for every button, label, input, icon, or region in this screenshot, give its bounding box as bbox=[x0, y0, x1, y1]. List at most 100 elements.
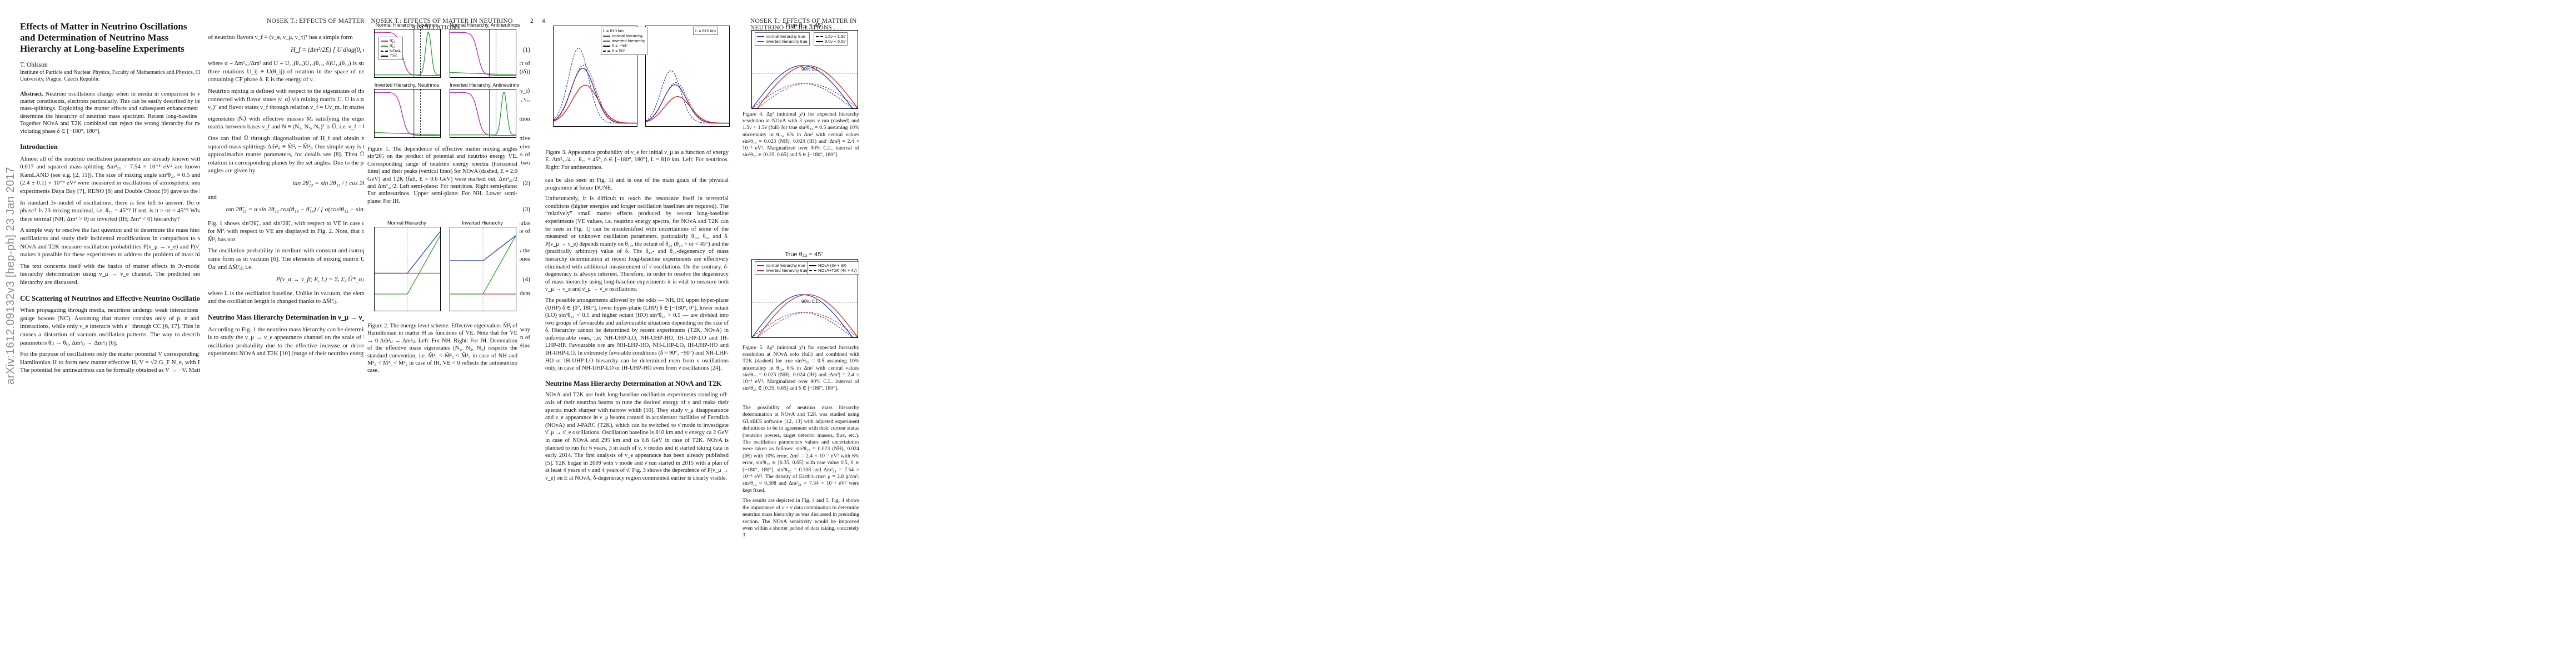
abstract-label: Abstract. bbox=[20, 91, 43, 97]
fig3-panel-anu bbox=[645, 26, 730, 127]
legend-entry: 3.0ν + 0.0ν̄ bbox=[816, 39, 845, 44]
affiliation: Institute of Particle and Nuclear Physic… bbox=[20, 69, 213, 82]
legend-entry: T2K bbox=[381, 53, 401, 58]
abstract: Abstract. Neutrino oscillations change w… bbox=[20, 91, 336, 135]
nh-dm90-curve bbox=[554, 47, 637, 124]
figure-5-caption: Figure 5. Δχ² (minimal χ²) for expected … bbox=[743, 345, 859, 392]
theta12-curve bbox=[450, 32, 516, 76]
figure-1: Normal Hierarchy, Neutrinos Normal Hiera… bbox=[366, 22, 520, 145]
nh-chi2-curve bbox=[752, 65, 858, 108]
fig1-title-nh-nu: Normal Hierarchy, Neutrinos bbox=[375, 22, 439, 28]
legend-entry: δ = 90° bbox=[603, 48, 645, 53]
text-paragraph: can be also seen in Fig. 1) and is one o… bbox=[545, 177, 729, 191]
equation-number: (1) bbox=[522, 46, 530, 53]
legend-entry: 1.5ν + 1.5ν̄ bbox=[816, 34, 845, 39]
ih-chi2-dashed bbox=[752, 83, 858, 108]
text-paragraph: and bbox=[208, 193, 217, 201]
theta13-curve bbox=[375, 132, 440, 136]
running-header-text: NOSEK T.: EFFECTS OF MATTER IN NEUTRINO … bbox=[750, 18, 857, 31]
figure-5: True θ₂₃ = 45° normal hierarchy true inv… bbox=[746, 251, 860, 340]
fig2-plot-2 bbox=[450, 227, 516, 311]
theta13-curve bbox=[375, 31, 440, 76]
fig1-panel-ih-anu bbox=[450, 89, 516, 138]
equation-number: (4) bbox=[522, 276, 530, 283]
figure-4: True θ₂₃ = 45° normal hierarchy true inv… bbox=[746, 22, 860, 111]
fig1-plot-3 bbox=[375, 89, 440, 137]
theta12-curve bbox=[375, 32, 440, 76]
fig5-cl-label: 90% C.L. bbox=[801, 299, 820, 304]
arxiv-stamp-text: arXiv:1612.09132v3 [hep-ph] 23 Jan 2017 bbox=[4, 167, 17, 385]
page-number: 4 bbox=[542, 18, 545, 24]
legend-entry: normal hierarchy true bbox=[757, 263, 808, 268]
fig2-title-ih: Inverted Hierarchy bbox=[462, 220, 503, 226]
legend-entry: inverted hierarchy true bbox=[757, 268, 808, 273]
ih-curve bbox=[646, 96, 729, 124]
fig1-title-nh-anu: Normal Hierarchy, Antineutrinos bbox=[450, 22, 520, 28]
legend-entry: θ̃₁₃ bbox=[381, 43, 401, 48]
page-3: NOSEK T.: EFFECTS OF MATTER IN NEUTRINO … bbox=[364, 0, 520, 667]
fig4-cl-label: 90% C.L. bbox=[801, 67, 820, 72]
fig1-legend: θ̃₁₂ θ̃₁₃ NOvA T2K bbox=[378, 37, 403, 60]
fig2-panel-nh bbox=[374, 227, 441, 311]
fig4-title: True θ₂₃ = 45° bbox=[785, 22, 824, 29]
legend-entry: normal hierarchy true bbox=[757, 34, 808, 39]
ih-chi2-dashed bbox=[752, 312, 858, 337]
fig3-plot-1 bbox=[554, 47, 637, 124]
fig4-legend: normal hierarchy true inverted hierarchy… bbox=[755, 32, 810, 46]
legend-entry: NOvA (3ν + 3ν̄) bbox=[809, 263, 857, 268]
legend-entry: normal hierarchy bbox=[603, 33, 645, 38]
fig5-plot bbox=[752, 294, 858, 337]
running-header: NOSEK T.: EFFECTS OF MATTER IN NEUTRINO … bbox=[750, 18, 861, 31]
fig2-panel-ih bbox=[450, 227, 516, 311]
fig4-legend-2: 1.5ν + 1.5ν̄ 3.0ν + 0.0ν̄ bbox=[814, 32, 848, 46]
fig3-plot-2 bbox=[646, 70, 729, 124]
section-heading: Neutrino Mass Hierarchy Determination at… bbox=[545, 379, 722, 387]
fig5-legend-2: NOvA (3ν + 3ν̄) NOvA+T2K (4ν + 4ν̄) bbox=[807, 261, 859, 275]
legend-entry: NOvA+T2K (4ν + 4ν̄) bbox=[809, 268, 857, 273]
theta13-curve bbox=[450, 72, 516, 76]
legend-entry: L = 810 km bbox=[695, 28, 716, 33]
fig1-plot-4 bbox=[450, 89, 516, 137]
legend-entry: NOvA bbox=[381, 48, 401, 53]
theta12-curve bbox=[450, 92, 516, 136]
fig4-plot bbox=[752, 65, 858, 108]
fig3-legend-2: L = 810 km bbox=[693, 27, 719, 35]
fig3-legend-1: L = 810 km normal hierarchy inverted hie… bbox=[601, 27, 647, 55]
equation-number: (2) bbox=[522, 180, 530, 187]
ih-dp90-curve bbox=[646, 82, 729, 124]
figure-3: L = 810 km normal hierarchy inverted hie… bbox=[547, 22, 731, 145]
paper-title: Effects of Matter in Neutrino Oscillatio… bbox=[20, 21, 187, 54]
fig1-panel-nh-anu bbox=[450, 29, 516, 78]
legend-entry: L = 810 km bbox=[603, 28, 624, 33]
fig3-panel-nu bbox=[553, 26, 637, 127]
theta13-curve bbox=[450, 91, 516, 136]
fig5-legend: normal hierarchy true inverted hierarchy… bbox=[755, 261, 810, 275]
figure-2-caption: Figure 2. The energy level scheme. Effec… bbox=[367, 323, 517, 374]
text-paragraph: NOvA and T2K are both long-baseline osci… bbox=[545, 392, 729, 481]
ih-chi2-curve bbox=[752, 294, 858, 337]
fig5-title: True θ₂₃ = 45° bbox=[785, 251, 824, 258]
nh-dm90-curve bbox=[646, 70, 729, 124]
fig2-title-nh: Normal Hierarchy bbox=[387, 220, 426, 226]
m3-level bbox=[375, 231, 440, 274]
fig1-title-ih-anu: Inverted Hierarchy, Antineutrinos bbox=[450, 82, 520, 88]
ih-dp90-curve bbox=[554, 64, 637, 124]
text-paragraph: The possible arrangements allowed by the… bbox=[545, 297, 729, 372]
section-heading: Neutrino Mass Hierarchy Determination in… bbox=[208, 313, 396, 322]
cc-heading: CC Scattering of Neutrinos and Effective… bbox=[20, 294, 240, 302]
figure-1-caption: Figure 1. The dependence of effective ma… bbox=[367, 146, 517, 205]
text-paragraph: Unfortunately, it is difficult to reach … bbox=[545, 196, 729, 293]
legend-entry: δ = −90° bbox=[603, 43, 645, 48]
intro-heading: Introduction bbox=[20, 143, 58, 151]
arxiv-stamp: arXiv:1612.09132v3 [hep-ph] 23 Jan 2017 bbox=[0, 0, 22, 667]
page-5: NOSEK T.: EFFECTS OF MATTER IN NEUTRINO … bbox=[739, 0, 861, 667]
abstract-text: Neutrino oscillations change when in med… bbox=[20, 91, 336, 135]
legend-entry: θ̃₁₂ bbox=[381, 38, 401, 43]
legend-entry: inverted hierarchy true bbox=[757, 39, 808, 44]
text-paragraph: of neutrino flavors ν_f ≡ (ν_e, ν_μ, ν_τ… bbox=[208, 34, 353, 41]
page-4: 4 L = 810 km normal hierarchy inverted h… bbox=[542, 0, 731, 667]
equation-number: (3) bbox=[522, 206, 530, 213]
author: T. Ohlsson bbox=[20, 62, 48, 68]
figure-3-caption: Figure 3. Appearance probability of ν_e … bbox=[545, 150, 729, 171]
fig1-panel-ih-nu bbox=[374, 89, 441, 138]
